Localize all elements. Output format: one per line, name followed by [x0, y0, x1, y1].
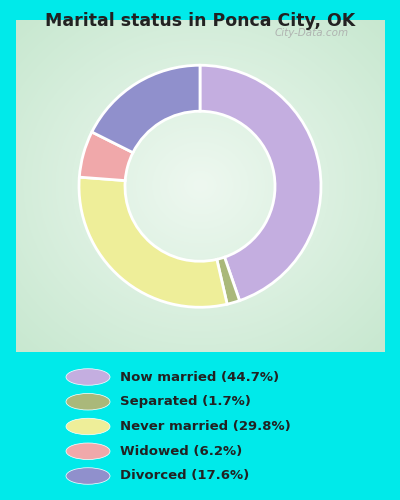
- Circle shape: [66, 443, 110, 460]
- Text: Widowed (6.2%): Widowed (6.2%): [120, 445, 242, 458]
- Text: City-Data.com: City-Data.com: [275, 28, 349, 38]
- Circle shape: [66, 418, 110, 435]
- Wedge shape: [200, 65, 321, 300]
- Wedge shape: [79, 177, 227, 307]
- Text: Now married (44.7%): Now married (44.7%): [120, 370, 279, 384]
- Text: Marital status in Ponca City, OK: Marital status in Ponca City, OK: [45, 12, 355, 30]
- Wedge shape: [92, 65, 200, 152]
- Wedge shape: [217, 257, 240, 304]
- Text: Separated (1.7%): Separated (1.7%): [120, 395, 251, 408]
- Circle shape: [66, 468, 110, 484]
- Text: Divorced (17.6%): Divorced (17.6%): [120, 470, 249, 482]
- Circle shape: [66, 369, 110, 385]
- Text: Never married (29.8%): Never married (29.8%): [120, 420, 291, 433]
- Wedge shape: [79, 132, 133, 180]
- Circle shape: [66, 394, 110, 410]
